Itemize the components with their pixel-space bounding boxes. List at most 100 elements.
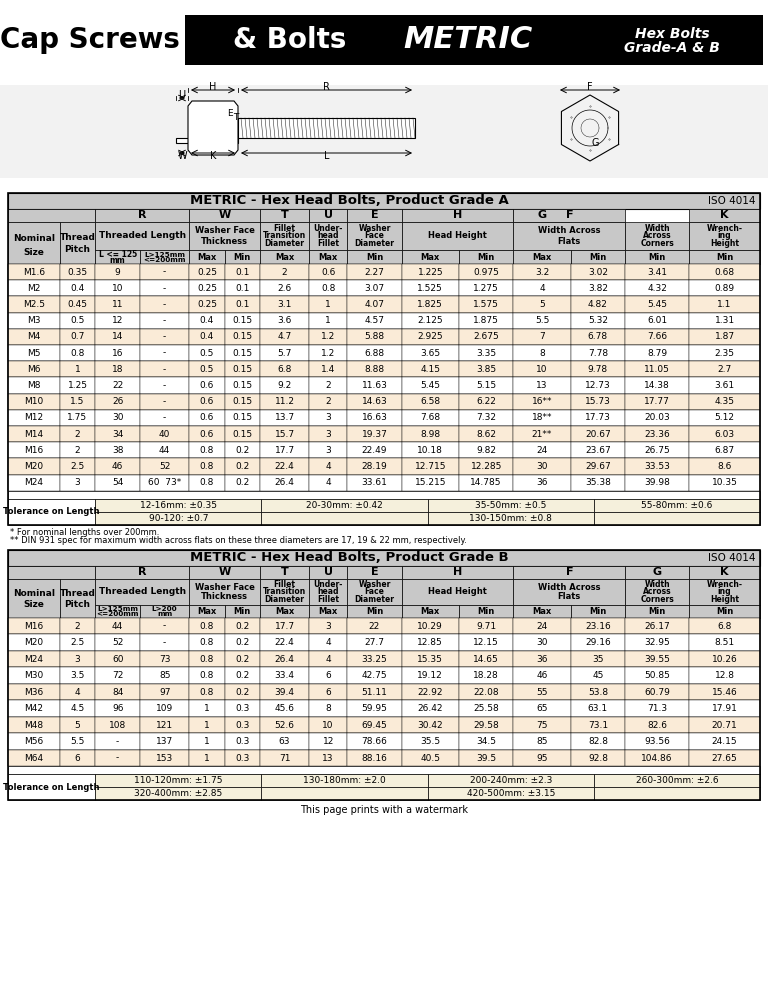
Bar (8, 361, 760, 378)
Bar (625, 394, 689, 410)
Bar (224, 378, 260, 394)
Bar (8, 566, 95, 579)
Text: Max: Max (532, 252, 551, 261)
Bar (347, 312, 402, 329)
Bar (514, 410, 571, 426)
Text: 0.15: 0.15 (232, 316, 253, 325)
Text: 0.6: 0.6 (321, 267, 336, 276)
Bar (8, 550, 760, 566)
Bar (402, 296, 459, 312)
Bar (189, 749, 224, 766)
Bar (189, 426, 224, 442)
Text: <=200mm: <=200mm (144, 256, 186, 262)
Text: 1.225: 1.225 (418, 267, 443, 276)
Text: 130-150mm: ±0.8: 130-150mm: ±0.8 (469, 514, 552, 523)
Bar (347, 604, 402, 618)
Bar (625, 634, 689, 651)
Text: Diameter: Diameter (355, 594, 395, 603)
Text: 18.28: 18.28 (473, 671, 499, 680)
Text: 73.1: 73.1 (588, 721, 608, 730)
Bar (224, 394, 260, 410)
Bar (459, 651, 514, 667)
Text: 45: 45 (592, 671, 604, 680)
Text: 11.05: 11.05 (644, 365, 670, 374)
Text: 63.1: 63.1 (588, 704, 608, 713)
Bar (140, 296, 189, 312)
Text: 17.7: 17.7 (274, 621, 295, 630)
Bar (95, 378, 140, 394)
Bar (514, 458, 571, 474)
Bar (402, 426, 459, 442)
Text: 1: 1 (204, 704, 210, 713)
Bar (309, 426, 347, 442)
Text: G: G (591, 138, 599, 148)
Text: 10.29: 10.29 (418, 621, 443, 630)
Bar (309, 280, 347, 296)
Bar (571, 345, 625, 361)
Text: 60.79: 60.79 (644, 688, 670, 697)
Text: 14.38: 14.38 (644, 381, 670, 390)
Text: 63: 63 (279, 737, 290, 746)
Bar (402, 329, 459, 345)
Bar (189, 651, 224, 667)
Text: 26.17: 26.17 (644, 621, 670, 630)
Text: 1: 1 (204, 753, 210, 762)
Bar (8, 458, 60, 474)
Text: 0.2: 0.2 (235, 688, 250, 697)
Bar (140, 442, 189, 458)
Bar (309, 667, 347, 684)
Bar (347, 209, 402, 222)
Bar (8, 345, 60, 361)
Bar (402, 264, 459, 280)
Text: 72: 72 (112, 671, 124, 680)
Text: 3: 3 (326, 445, 331, 455)
Text: 12: 12 (323, 737, 334, 746)
Bar (8, 499, 95, 525)
Bar (260, 667, 309, 684)
Bar (625, 749, 689, 766)
Bar (571, 667, 625, 684)
Text: 0.5: 0.5 (71, 316, 84, 325)
Bar (689, 667, 760, 684)
Bar (95, 618, 140, 634)
Text: 21**: 21** (532, 429, 552, 438)
Text: Head Height: Head Height (428, 587, 487, 596)
Text: 26.4: 26.4 (275, 478, 294, 487)
Bar (260, 604, 309, 618)
Text: -: - (163, 316, 167, 325)
Bar (260, 426, 309, 442)
Text: 29.58: 29.58 (473, 721, 499, 730)
Text: 260-300mm: ±2.6: 260-300mm: ±2.6 (636, 776, 718, 785)
Bar (347, 618, 402, 634)
Text: 13: 13 (323, 753, 334, 762)
Text: 0.2: 0.2 (235, 655, 250, 664)
Bar (189, 566, 260, 579)
Bar (95, 566, 189, 579)
Text: 0.15: 0.15 (232, 414, 253, 422)
Bar (459, 734, 514, 749)
Polygon shape (0, 85, 768, 178)
Text: 0.6: 0.6 (200, 381, 214, 390)
Text: 33.61: 33.61 (362, 478, 387, 487)
Text: M2: M2 (27, 284, 41, 293)
Text: Max: Max (319, 252, 338, 261)
Text: Grade-A & B: Grade-A & B (624, 41, 720, 55)
Text: 30.42: 30.42 (418, 721, 443, 730)
Text: 3: 3 (326, 414, 331, 422)
Bar (95, 787, 261, 800)
Bar (402, 280, 459, 296)
Bar (8, 734, 60, 749)
Bar (60, 474, 95, 491)
Text: 95: 95 (536, 753, 548, 762)
Bar (514, 361, 571, 378)
Bar (260, 442, 309, 458)
Bar (260, 618, 309, 634)
Bar (189, 296, 224, 312)
Bar (459, 684, 514, 701)
Bar (140, 651, 189, 667)
Text: M48: M48 (25, 721, 44, 730)
Text: Threaded Length: Threaded Length (98, 232, 186, 241)
Bar (571, 280, 625, 296)
Text: L: L (324, 151, 329, 161)
Bar (689, 410, 760, 426)
